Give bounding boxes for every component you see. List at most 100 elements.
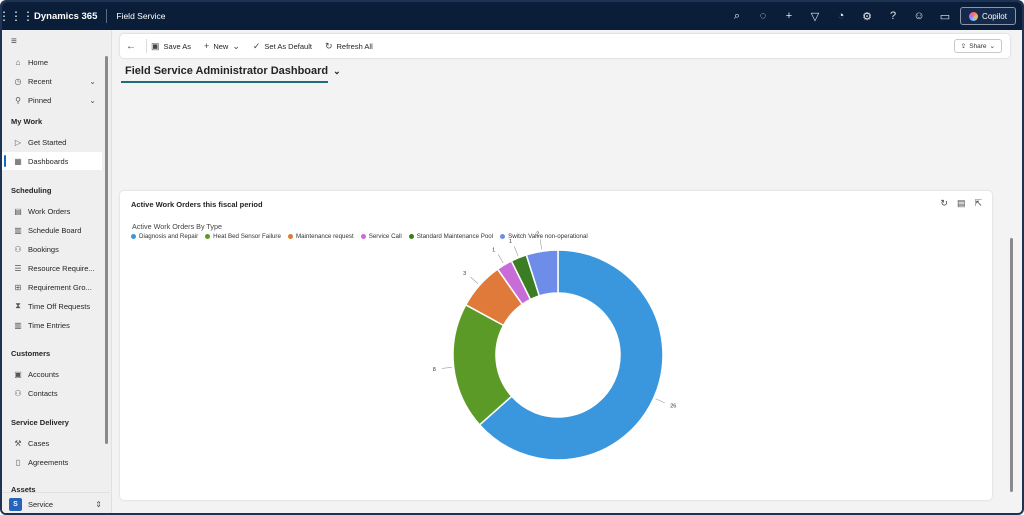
sidebar-item-contacts[interactable]: ⚇ Contacts	[2, 384, 102, 402]
section-service-delivery: Service Delivery	[11, 418, 69, 427]
chevron-updown-icon: ⇕	[95, 499, 102, 509]
sidebar-item-label: Dashboards	[28, 156, 69, 166]
sidebar-item-time-entries[interactable]: ▥ Time Entries	[2, 316, 102, 334]
sidebar-item-bookings[interactable]: ⚇ Bookings	[2, 240, 102, 258]
sidebar: ≡ ⌂ Home ◷ Recent ⌄ ⚲ Pinned ⌄ My Work ▷…	[2, 30, 112, 513]
chart-title: Active Work Orders By Type	[132, 222, 223, 231]
legend-label: Standard Maintenance Pool	[416, 233, 494, 240]
sidebar-item-dashboards[interactable]: ▦ Dashboards	[2, 152, 102, 170]
sidebar-item-work-orders[interactable]: ▤ Work Orders	[2, 202, 102, 220]
app-name[interactable]: Field Service	[116, 11, 166, 21]
legend-item[interactable]: Diagnosis and Repair	[131, 233, 198, 240]
clock-icon: ◷	[14, 76, 22, 86]
sidebar-item-cases[interactable]: ⚒ Cases	[2, 434, 102, 452]
legend-swatch	[408, 234, 414, 239]
legend-swatch	[131, 234, 136, 239]
chat-icon[interactable]: ▭	[939, 10, 951, 23]
sidebar-item-label: Contacts	[28, 388, 58, 398]
chevron-down-icon[interactable]: ⌄	[232, 40, 240, 51]
group-icon: ⊞	[14, 282, 22, 292]
legend-swatch	[205, 234, 211, 239]
lightbulb-icon[interactable]: ◌	[759, 10, 767, 22]
sidebar-item-get-started[interactable]: ▷ Get Started	[2, 133, 102, 151]
donut-chart: 26 8 3 1 1 2	[433, 231, 676, 461]
share-button[interactable]: ⇪ Share ⌄	[953, 39, 1002, 53]
smiley-icon[interactable]: ☺	[913, 10, 925, 22]
legend-label: Diagnosis and Repair	[139, 233, 199, 240]
sidebar-item-time-off-requests[interactable]: ⧗ Time Off Requests	[2, 297, 102, 315]
sidebar-item-home[interactable]: ⌂ Home	[2, 53, 102, 71]
refresh-icon[interactable]: ↻	[940, 198, 948, 208]
data-label: 2	[536, 231, 539, 237]
dashboard-selector[interactable]: Field Service Administrator Dashboard ⌄	[125, 65, 341, 77]
sidebar-item-schedule-board[interactable]: ▥ Schedule Board	[2, 221, 102, 239]
sidebar-item-recent[interactable]: ◷ Recent ⌄	[2, 72, 102, 90]
sidebar-item-requirement-groups[interactable]: ⊞ Requirement Gro...	[2, 278, 102, 296]
sidebar-item-label: Cases	[28, 438, 50, 448]
sidebar-item-label: Pinned	[28, 95, 52, 105]
data-label: 26	[670, 403, 676, 409]
legend-swatch	[287, 234, 293, 239]
data-label-leader	[497, 254, 504, 264]
data-label-leader	[539, 239, 542, 250]
data-label: 1	[509, 239, 512, 245]
legend-item[interactable]: Maintenance request	[287, 233, 354, 240]
command-bar: ← ▣ Save As + New ⌄ ✓ Set As Default ↻ R…	[120, 34, 1010, 58]
back-arrow-icon[interactable]: ←	[126, 40, 136, 52]
help-icon[interactable]: ?	[889, 10, 897, 22]
view-records-icon[interactable]: ▤	[956, 198, 966, 208]
title-underline	[121, 81, 328, 83]
sidebar-item-agreements[interactable]: ▯ Agreements	[2, 453, 102, 471]
play-icon: ▷	[14, 137, 22, 147]
section-scheduling: Scheduling	[11, 186, 52, 195]
legend-item[interactable]: Standard Maintenance Pool	[408, 233, 494, 240]
home-icon: ⌂	[15, 57, 21, 67]
app-launcher-icon[interactable]: ⋮⋮⋮	[0, 9, 34, 23]
expand-icon[interactable]: ⇱	[974, 198, 982, 208]
area-label: Service	[28, 499, 54, 509]
bell-icon[interactable]: ◔	[837, 10, 845, 22]
legend-item[interactable]: Switch Valve non-operational	[500, 233, 588, 240]
dashboard-icon: ▦	[14, 156, 22, 166]
person-icon: ⚇	[14, 244, 22, 254]
brand-name[interactable]: Dynamics 365	[34, 10, 98, 22]
refresh-all-button[interactable]: ↻ Refresh All	[325, 41, 373, 52]
search-icon[interactable]: ⌕	[733, 9, 741, 22]
hamburger-icon[interactable]: ≡	[11, 36, 17, 47]
data-label: 8	[433, 367, 436, 373]
legend-item[interactable]: Service Call	[360, 233, 402, 240]
save-as-button[interactable]: ▣ Save As	[151, 41, 191, 52]
sidebar-item-accounts[interactable]: ▣ Accounts	[2, 365, 102, 383]
chevron-down-icon: ⌄	[989, 43, 995, 50]
data-label-leader	[470, 276, 479, 285]
new-label: New	[213, 41, 229, 51]
chevron-down-icon[interactable]: ⌄	[89, 76, 96, 86]
legend-item[interactable]: Heat Bed Sensor Failure	[205, 233, 281, 240]
filter-icon[interactable]: ▽	[810, 10, 820, 23]
person-icon: ⚇	[14, 388, 22, 398]
share-label: Share	[969, 42, 987, 50]
gear-icon[interactable]: ⚙	[862, 10, 872, 23]
sidebar-item-pinned[interactable]: ⚲ Pinned ⌄	[2, 91, 102, 109]
refresh-all-label: Refresh All	[336, 41, 373, 51]
copilot-icon	[969, 11, 979, 21]
new-button[interactable]: + New ⌄	[204, 41, 240, 52]
donut-slice[interactable]	[525, 249, 559, 297]
sidebar-scrollbar[interactable]	[105, 56, 108, 444]
sidebar-item-label: Time Off Requests	[28, 301, 91, 311]
sidebar-item-resource-requirements[interactable]: ☰ Resource Require...	[2, 259, 102, 277]
area-switcher[interactable]: S Service ⇕	[2, 492, 110, 513]
hourglass-icon: ⧗	[15, 301, 21, 310]
set-as-default-button[interactable]: ✓ Set As Default	[253, 41, 312, 52]
command-divider	[146, 39, 147, 53]
save-as-label: Save As	[163, 41, 192, 51]
area-badge: S	[9, 497, 22, 511]
data-label-leader	[513, 246, 519, 256]
plus-icon[interactable]: +	[785, 10, 793, 22]
copilot-button[interactable]: Copilot	[960, 7, 1016, 25]
topbar-actions: ⌕ ◌ + ▽ ◔ ⚙ ? ☺ ▭	[724, 2, 958, 30]
chevron-down-icon[interactable]: ⌄	[89, 95, 96, 105]
donut-slice[interactable]	[478, 249, 664, 461]
pin-icon: ⚲	[15, 95, 21, 105]
content-scrollbar[interactable]	[1010, 238, 1013, 492]
